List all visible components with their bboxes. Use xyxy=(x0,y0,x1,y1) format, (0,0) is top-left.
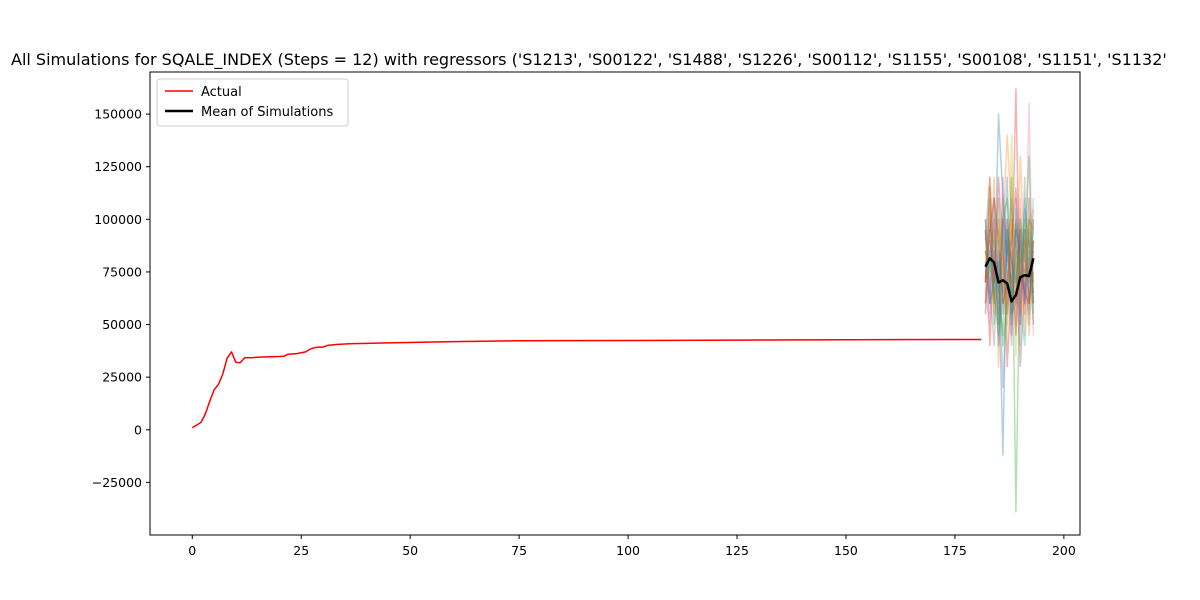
y-tick-label: 0 xyxy=(134,422,142,437)
x-tick-label: 150 xyxy=(834,543,858,558)
x-tick-label: 25 xyxy=(293,543,309,558)
y-tick-label: 100000 xyxy=(94,212,142,227)
mean-of-simulations-line xyxy=(984,257,1035,303)
simulation-line-3 xyxy=(984,176,1035,513)
chart-title: All Simulations for SQALE_INDEX (Steps =… xyxy=(11,50,1167,70)
y-tick-label: 125000 xyxy=(94,159,142,174)
axes-frame xyxy=(149,71,1081,536)
series-group xyxy=(191,88,1035,513)
simulation-line-11 xyxy=(984,176,1035,347)
simulation-line-5 xyxy=(984,176,1035,347)
simulation-line-1 xyxy=(984,113,1035,325)
x-tick-label: 75 xyxy=(511,543,527,558)
simulation-line-4 xyxy=(984,88,1035,368)
x-tick-label: 100 xyxy=(616,543,640,558)
y-tick-label: 150000 xyxy=(94,107,142,122)
simulation-line-16 xyxy=(984,187,1035,336)
legend-label-actual: Actual xyxy=(201,85,242,100)
y-tick-label: 25000 xyxy=(102,370,142,385)
plot-area xyxy=(191,88,1035,513)
simulation-line-19 xyxy=(984,176,1035,326)
simulation-line-23 xyxy=(984,155,1035,336)
legend-frame xyxy=(156,78,349,127)
legend: Actual Mean of Simulations xyxy=(156,78,349,127)
simulation-line-15 xyxy=(984,197,1035,326)
axes: 0 25 50 75 100 125 150 175 200 −25000 0 25000 50000 7… xyxy=(92,71,1081,558)
legend-label-mean: Mean of Simulations xyxy=(201,105,333,120)
simulation-line-22 xyxy=(984,176,1035,315)
simulation-line-2 xyxy=(984,134,1035,368)
simulation-line-24 xyxy=(984,187,1035,305)
simulation-line-8 xyxy=(984,176,1035,389)
simulation-line-21 xyxy=(984,219,1035,456)
simulation-line-13 xyxy=(984,218,1035,336)
x-tick-label: 125 xyxy=(725,543,749,558)
x-tick-label: 50 xyxy=(402,543,418,558)
simulation-line-14 xyxy=(984,176,1035,336)
x-tick-label: 200 xyxy=(1052,543,1076,558)
y-tick-label: −25000 xyxy=(92,475,142,490)
simulation-line-17 xyxy=(984,197,1035,315)
simulation-line-9 xyxy=(984,134,1035,357)
simulation-line-7 xyxy=(984,102,1035,336)
simulation-line-12 xyxy=(984,155,1035,336)
y-tick-label: 75000 xyxy=(102,264,142,279)
actual-line xyxy=(191,338,982,429)
y-tick-label: 50000 xyxy=(102,317,142,332)
x-tick-label: 0 xyxy=(188,543,196,558)
x-tick-label: 175 xyxy=(943,543,967,558)
simulation-line-10 xyxy=(984,197,1035,347)
